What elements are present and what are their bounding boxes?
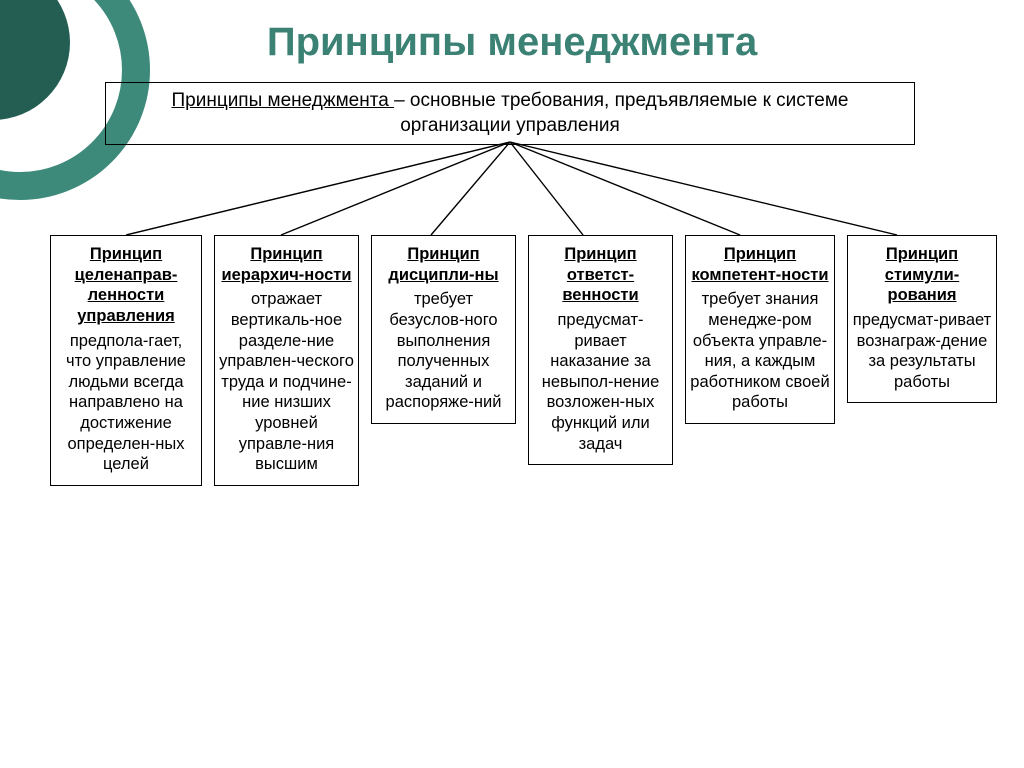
card-body: требует знания менедже-ром объекта управ… [690,289,830,413]
card-body: отражает вертикаль-ное разделе-ние управ… [219,289,354,475]
principle-card: Принцип иерархич-ностиотражает вертикаль… [214,235,359,486]
definition-term: Принципы менеджмента [171,90,394,111]
slide: Принципы менеджмента Принципы менеджмент… [0,0,1024,768]
card-heading: Принцип целенаправ-ленности управления [55,244,197,327]
card-body: предусмат-ривает наказание за невыпол-не… [533,310,668,454]
card-heading: Принцип иерархич-ности [219,244,354,285]
principle-card: Принцип дисципли-нытребует безуслов-ного… [371,235,516,424]
definition-box: Принципы менеджмента – основные требован… [105,82,915,145]
slide-title: Принципы менеджмента [0,20,1024,65]
principle-card: Принцип целенаправ-ленности управленияпр… [50,235,202,486]
card-heading: Принцип ответст-венности [533,244,668,306]
card-body: требует безуслов-ного выполнения получен… [376,289,511,413]
card-heading: Принцип стимули-рования [852,244,992,306]
card-body: предпола-гает, что управление людьми все… [55,331,197,475]
principle-card: Принцип стимули-рованияпредусмат-ривает … [847,235,997,403]
card-body: предусмат-ривает вознаграж-дение за резу… [852,310,992,393]
principle-card: Принцип компетент-ноститребует знания ме… [685,235,835,424]
card-heading: Принцип дисципли-ны [376,244,511,285]
definition-rest: – основные требования, предъявляемые к с… [394,90,848,136]
card-heading: Принцип компетент-ности [690,244,830,285]
principle-card: Принцип ответст-венностипредусмат-ривает… [528,235,673,465]
cards-row: Принцип целенаправ-ленности управленияпр… [50,235,997,486]
